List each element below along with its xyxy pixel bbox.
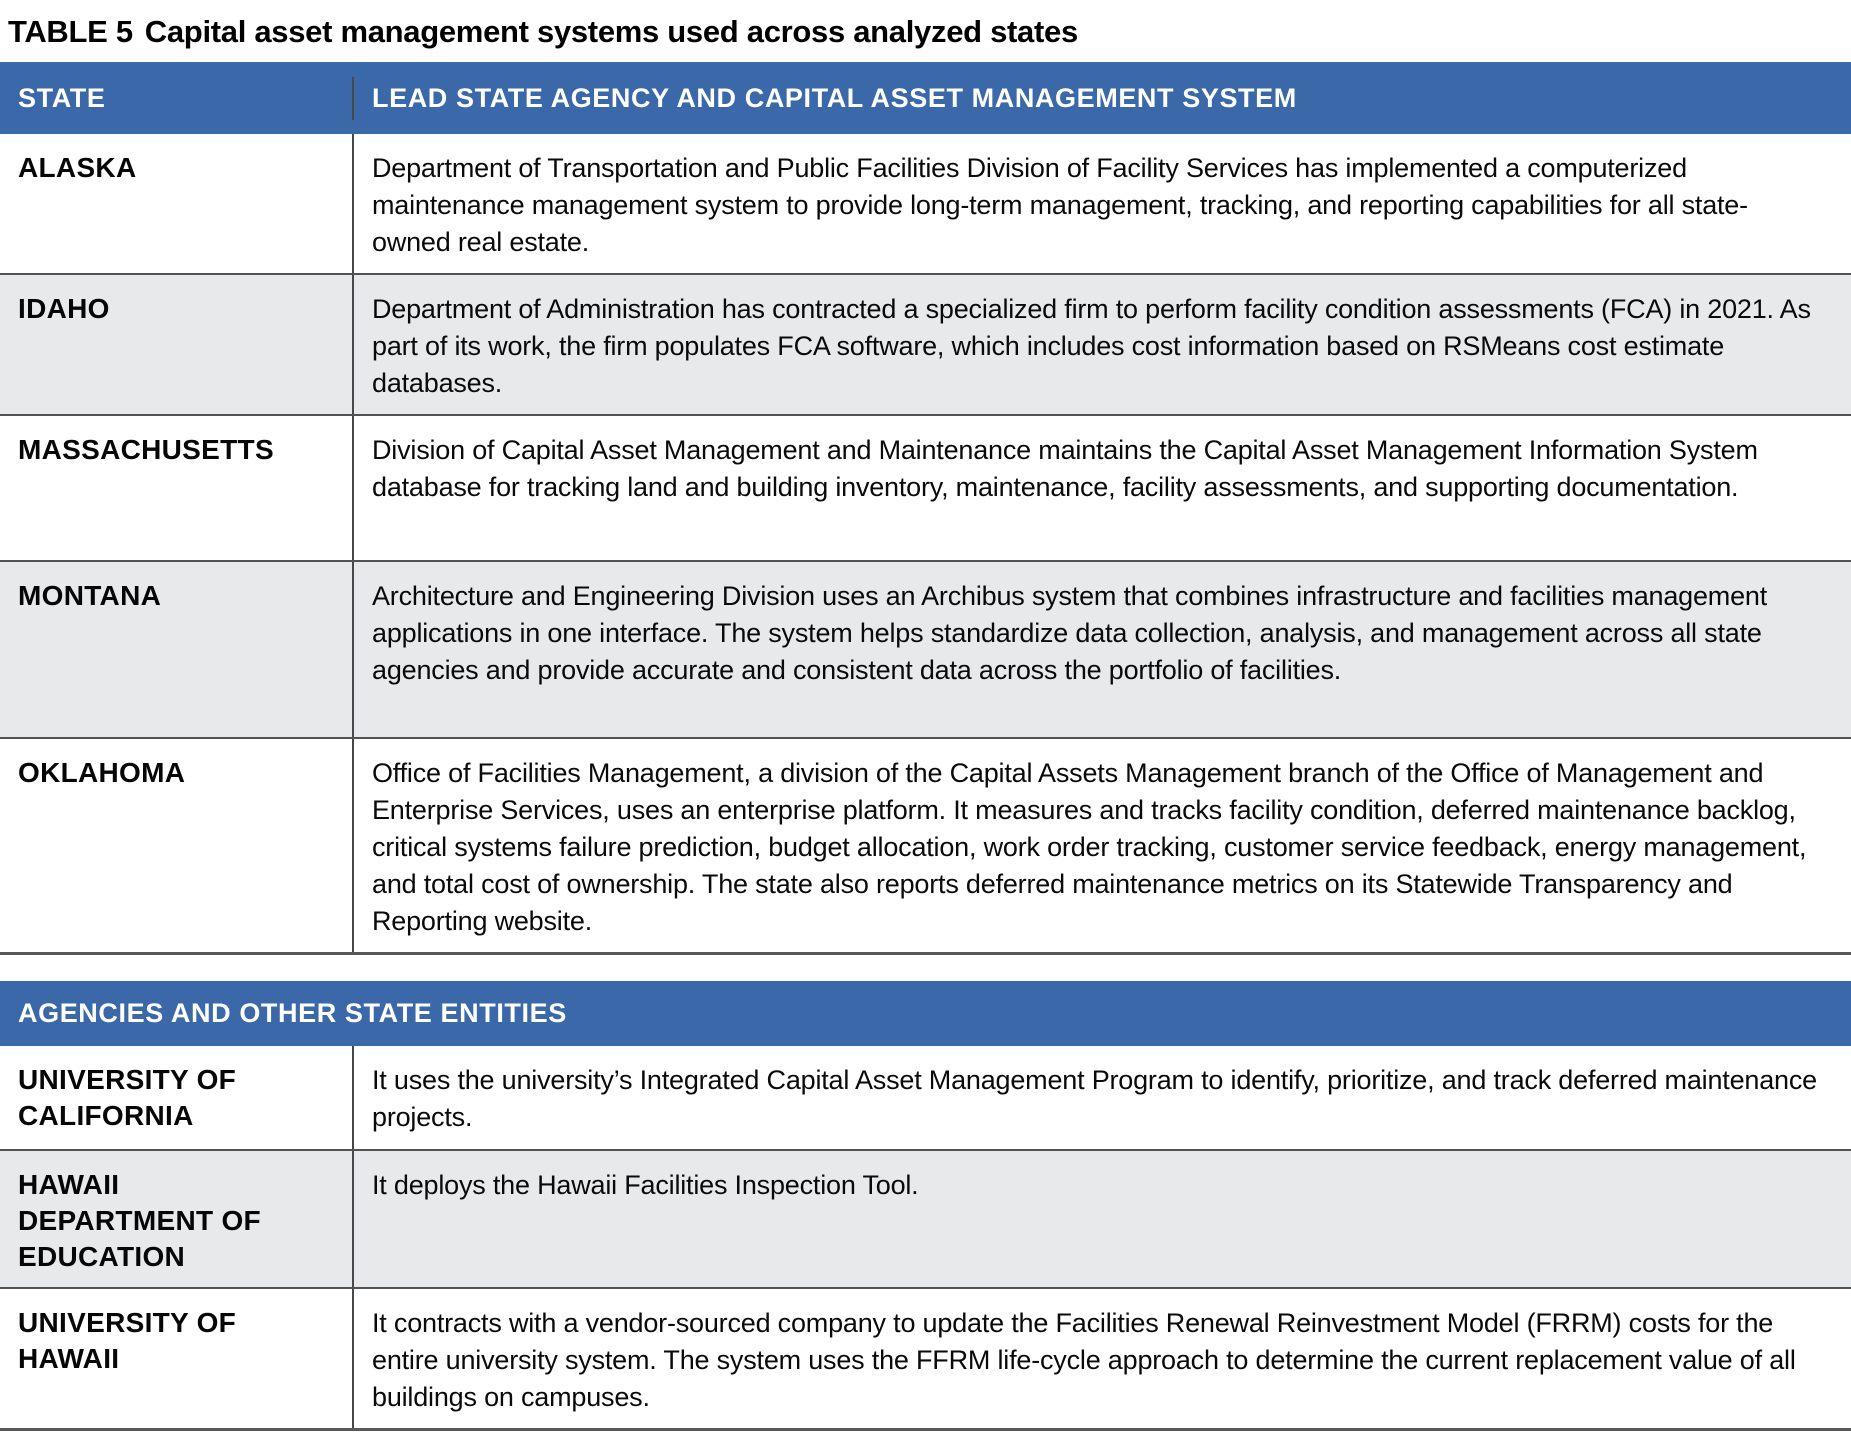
states-table: STATE LEAD STATE AGENCY AND CAPITAL ASSE… bbox=[0, 62, 1851, 955]
description-cell: It uses the university’s Integrated Capi… bbox=[372, 1065, 1817, 1132]
table-row: MONTANA Architecture and Engineering Div… bbox=[0, 560, 1851, 737]
description-cell: Architecture and Engineering Division us… bbox=[372, 581, 1768, 685]
table-row: UNIVERSITY OF CALIFORNIA It uses the uni… bbox=[0, 1046, 1851, 1149]
table-row: HAWAII DEPARTMENT OF EDUCATION It deploy… bbox=[0, 1149, 1851, 1287]
description-cell: Division of Capital Asset Management and… bbox=[372, 435, 1758, 502]
states-table-header-row: STATE LEAD STATE AGENCY AND CAPITAL ASSE… bbox=[0, 62, 1851, 134]
table-row: ALASKA Department of Transportation and … bbox=[0, 134, 1851, 273]
entity-cell: UNIVERSITY OF HAWAII bbox=[18, 1307, 237, 1374]
state-cell: MASSACHUSETTS bbox=[18, 434, 274, 465]
table-title-text: Capital asset management systems used ac… bbox=[144, 14, 1078, 49]
table-row: IDAHO Department of Administration has c… bbox=[0, 273, 1851, 414]
description-cell: It contracts with a vendor-sourced compa… bbox=[372, 1308, 1796, 1412]
states-table-body: ALASKA Department of Transportation and … bbox=[0, 134, 1851, 955]
agencies-table-header: AGENCIES AND OTHER STATE ENTITIES bbox=[0, 981, 1851, 1046]
table-row: OKLAHOMA Office of Facilities Management… bbox=[0, 737, 1851, 952]
section-gap bbox=[0, 955, 1851, 981]
table-title: TABLE 5 Capital asset management systems … bbox=[0, 0, 1851, 62]
state-cell: IDAHO bbox=[18, 293, 110, 324]
agencies-table-body: UNIVERSITY OF CALIFORNIA It uses the uni… bbox=[0, 1046, 1851, 1431]
description-cell: It deploys the Hawaii Facilities Inspect… bbox=[372, 1170, 919, 1200]
state-cell: ALASKA bbox=[18, 152, 137, 183]
table-row: MASSACHUSETTS Division of Capital Asset … bbox=[0, 414, 1851, 560]
table-number-label: TABLE 5 bbox=[8, 14, 133, 49]
column-header-state: STATE bbox=[18, 82, 106, 113]
description-cell: Department of Administration has contrac… bbox=[372, 294, 1811, 398]
agencies-table: AGENCIES AND OTHER STATE ENTITIES UNIVER… bbox=[0, 981, 1851, 1431]
column-header-system: LEAD STATE AGENCY AND CAPITAL ASSET MANA… bbox=[352, 76, 1851, 120]
state-cell: MONTANA bbox=[18, 580, 162, 611]
entity-cell: UNIVERSITY OF CALIFORNIA bbox=[18, 1064, 237, 1131]
state-cell: OKLAHOMA bbox=[18, 757, 186, 788]
table-row: UNIVERSITY OF HAWAII It contracts with a… bbox=[0, 1287, 1851, 1428]
description-cell: Department of Transportation and Public … bbox=[372, 153, 1748, 257]
description-cell: Office of Facilities Management, a divis… bbox=[372, 758, 1807, 936]
entity-cell: HAWAII DEPARTMENT OF EDUCATION bbox=[18, 1169, 261, 1272]
